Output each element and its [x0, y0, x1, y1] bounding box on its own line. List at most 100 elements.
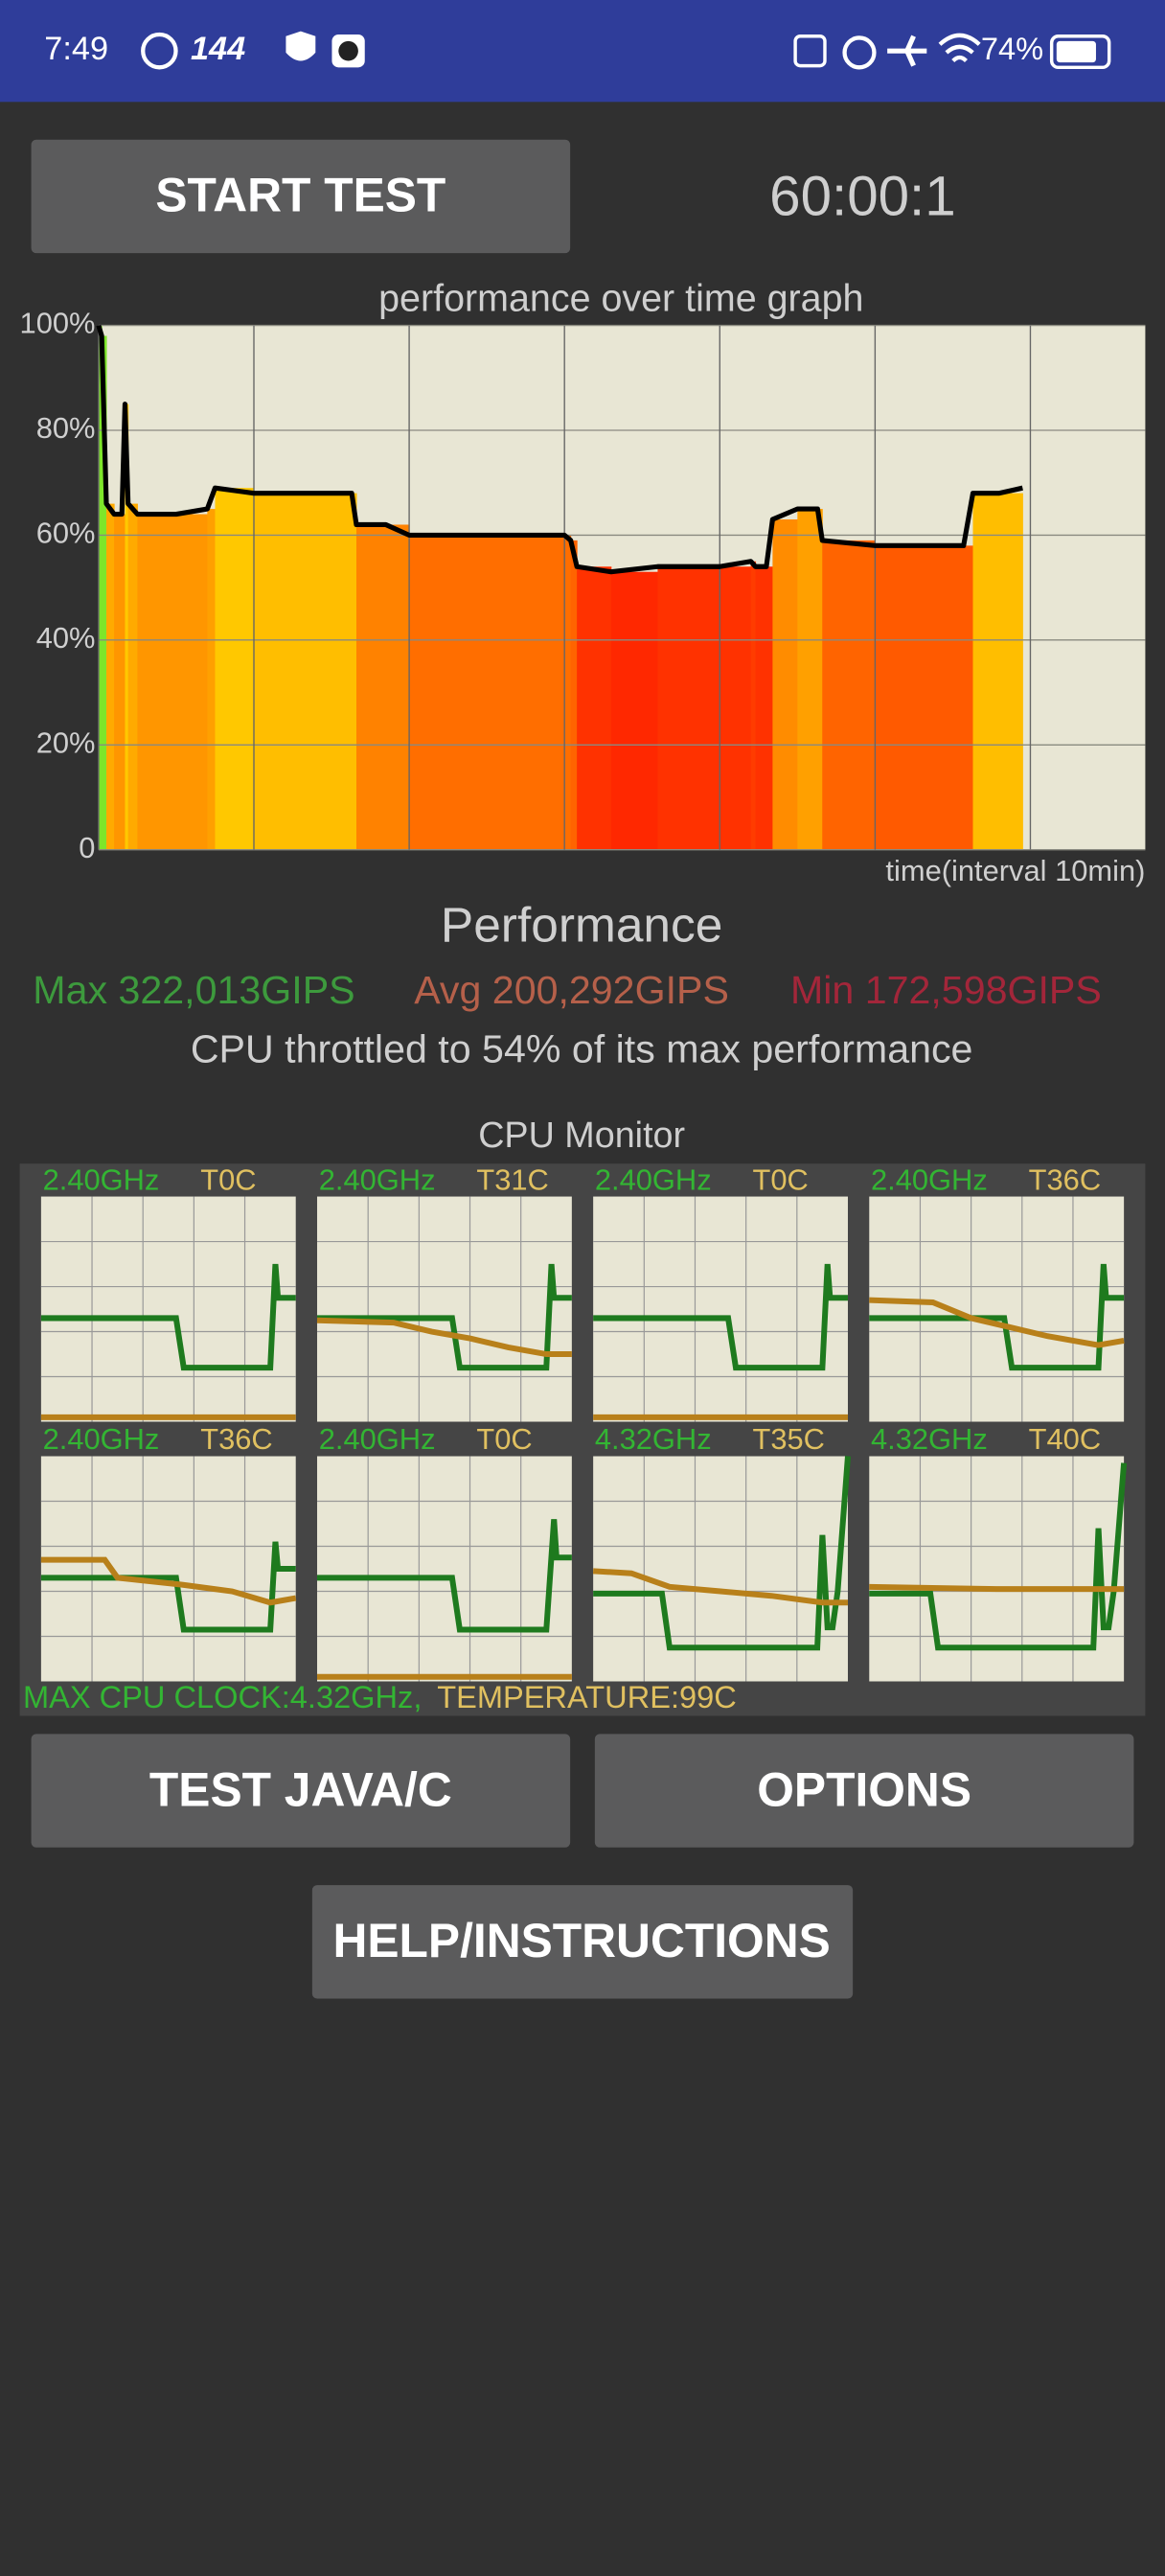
heat-band — [315, 493, 353, 850]
performance-title: Performance — [441, 897, 722, 953]
heat-band — [175, 514, 208, 850]
heat-band — [817, 509, 823, 850]
cell-plot — [593, 1456, 848, 1682]
status-time: 7:49 — [44, 31, 108, 67]
cell-freq-label: 4.32GHz — [595, 1422, 712, 1456]
heat-band — [125, 403, 129, 850]
y-tick-label: 100% — [20, 307, 96, 340]
freq-line — [869, 1462, 1128, 1651]
heat-band — [106, 503, 115, 850]
performance-min: Min 172,598GIPS — [790, 968, 1102, 1012]
y-tick-label: 20% — [36, 725, 96, 759]
y-tick-label: 40% — [36, 621, 96, 655]
temp-line — [869, 1583, 1125, 1593]
heat-band — [999, 493, 1023, 850]
heat-band — [409, 535, 488, 850]
performance-graph: 0 20% 40% 60% 80% 100% — [20, 307, 1146, 864]
temp-line — [40, 1556, 297, 1606]
options-button[interactable] — [594, 1734, 1134, 1848]
freq-line — [593, 1263, 848, 1371]
status-icon — [286, 31, 316, 61]
cell-temp-label: T36C — [200, 1422, 272, 1456]
performance-line — [96, 324, 1023, 575]
help-button-label[interactable]: HELP/INSTRUCTIONS — [332, 1914, 830, 1967]
battery-icon — [1049, 34, 1111, 70]
heat-band — [98, 325, 103, 850]
cell-freq-label: 2.40GHz — [595, 1162, 712, 1196]
heat-band — [570, 540, 578, 850]
heat-band — [963, 545, 974, 850]
heat-band — [122, 514, 126, 850]
battery-icon — [1056, 40, 1096, 63]
max-cpu-clock: MAX CPU CLOCK:4.32GHz, — [23, 1680, 422, 1714]
status-icon — [887, 34, 927, 67]
throttle-text: CPU throttled to 54% of its max performa… — [191, 1027, 973, 1071]
cell-freq-label: 2.40GHz — [43, 1422, 160, 1456]
freq-line — [40, 1541, 296, 1633]
heat-band — [765, 566, 773, 850]
cell-plot — [869, 1196, 1125, 1422]
java-button-label[interactable]: TEST JAVA/C — [149, 1762, 452, 1816]
heat-band — [253, 493, 317, 850]
heat-band — [137, 514, 177, 850]
status-refresh: 144 — [191, 31, 245, 67]
cell-freq-label: 2.40GHz — [43, 1162, 160, 1196]
cell-plot — [40, 1196, 296, 1422]
y-tick-label: 60% — [36, 517, 96, 550]
performance-avg: Avg 200,292GIPS — [414, 968, 729, 1012]
heat-band — [352, 493, 357, 850]
cell-plot — [40, 1456, 296, 1682]
cell-plot — [317, 1196, 572, 1422]
status-icon — [793, 34, 827, 68]
y-tick-label: 80% — [36, 411, 96, 445]
timer: 60:00:1 — [769, 166, 956, 228]
cell-temp-label: T0C — [753, 1162, 809, 1196]
cell-freq-label: 2.40GHz — [319, 1422, 436, 1456]
heat-band — [755, 566, 767, 850]
status-battery: 74% — [981, 32, 1043, 66]
freq-line — [317, 1263, 572, 1371]
heat-band — [720, 566, 752, 850]
graph-title: performance over time graph — [378, 277, 863, 319]
help-button[interactable] — [311, 1885, 854, 1999]
heat-band — [487, 535, 565, 850]
heat-band — [207, 509, 216, 850]
cell-plot — [869, 1456, 1125, 1682]
temp-line — [316, 1317, 572, 1358]
heat-band — [772, 519, 798, 850]
status-icon — [141, 32, 178, 70]
start-button[interactable] — [31, 139, 571, 254]
cell-temp-label: T0C — [200, 1162, 256, 1196]
temp-line — [592, 1568, 848, 1606]
cell-temp-label: T35C — [753, 1422, 825, 1456]
cell-plot — [593, 1196, 848, 1422]
heat-band — [952, 545, 965, 850]
start-button-label[interactable]: START TEST — [155, 169, 445, 222]
heat-band — [797, 509, 818, 850]
cell-temp-label: T40C — [1029, 1422, 1101, 1456]
status-icon — [938, 33, 981, 63]
heat-band — [822, 540, 876, 850]
heat-band — [215, 488, 255, 850]
cpu-cells: 2.40GHz T0C 2.40GHz T31C 2.40GHz T0C 2.40GHz T3… — [40, 1162, 1128, 1682]
cell-freq-label: 4.32GHz — [871, 1422, 988, 1456]
y-tick-label: 0 — [79, 831, 95, 864]
java-button[interactable] — [31, 1734, 571, 1848]
cell-plot — [317, 1456, 572, 1682]
cell-freq-label: 2.40GHz — [319, 1162, 436, 1196]
temp-line — [869, 1297, 1125, 1348]
heat-band — [657, 566, 720, 850]
heat-band — [972, 493, 1000, 850]
cell-temp-label: T0C — [476, 1422, 532, 1456]
heat-band — [127, 503, 138, 850]
cell-freq-label: 2.40GHz — [871, 1162, 988, 1196]
freq-line — [40, 1263, 296, 1371]
heat-band — [750, 561, 757, 850]
status-icon — [842, 35, 877, 70]
cell-temp-label: T36C — [1029, 1162, 1101, 1196]
heat-band — [577, 566, 612, 850]
heat-band — [102, 335, 107, 850]
options-button-label[interactable]: OPTIONS — [757, 1762, 971, 1816]
